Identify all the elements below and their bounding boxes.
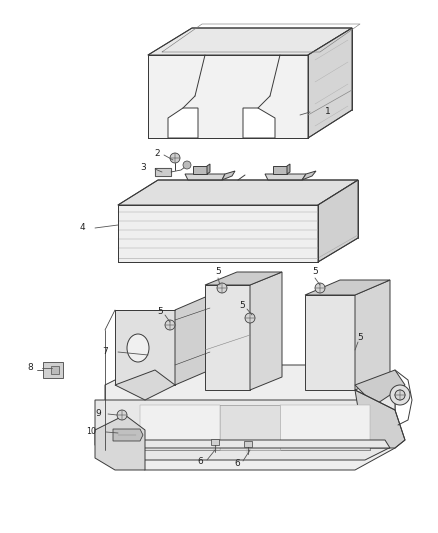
Polygon shape (265, 174, 306, 180)
Text: 3: 3 (140, 164, 146, 173)
Text: 7: 7 (102, 348, 108, 357)
Polygon shape (355, 370, 405, 405)
Polygon shape (250, 272, 282, 390)
Polygon shape (118, 205, 318, 262)
Polygon shape (220, 405, 280, 450)
Polygon shape (244, 441, 252, 447)
Polygon shape (118, 180, 358, 205)
Polygon shape (318, 180, 358, 262)
Circle shape (390, 385, 410, 405)
Polygon shape (205, 285, 250, 390)
Ellipse shape (127, 334, 149, 362)
Polygon shape (355, 390, 405, 448)
Polygon shape (222, 171, 235, 180)
Text: 6: 6 (234, 458, 240, 467)
Polygon shape (115, 310, 175, 385)
Text: 2: 2 (154, 149, 160, 157)
Polygon shape (308, 28, 352, 138)
Polygon shape (95, 385, 395, 460)
Text: 5: 5 (239, 302, 245, 311)
Text: 5: 5 (215, 268, 221, 277)
Polygon shape (43, 362, 63, 378)
Polygon shape (185, 174, 225, 180)
Circle shape (165, 320, 175, 330)
Polygon shape (287, 164, 290, 174)
Polygon shape (355, 280, 390, 390)
Text: 5: 5 (312, 268, 318, 277)
Polygon shape (51, 366, 59, 374)
Text: 9: 9 (95, 409, 101, 418)
Polygon shape (211, 439, 219, 445)
Circle shape (395, 390, 405, 400)
Polygon shape (148, 28, 352, 55)
Polygon shape (140, 405, 370, 450)
Polygon shape (95, 415, 145, 470)
Polygon shape (110, 440, 390, 448)
Polygon shape (115, 370, 175, 400)
Polygon shape (148, 55, 308, 138)
Circle shape (395, 390, 405, 400)
Polygon shape (105, 365, 395, 470)
Text: 1: 1 (325, 108, 331, 117)
Circle shape (170, 153, 180, 163)
Polygon shape (175, 295, 210, 385)
Circle shape (315, 283, 325, 293)
Polygon shape (273, 166, 287, 174)
Circle shape (183, 161, 191, 169)
Circle shape (245, 313, 255, 323)
Polygon shape (207, 164, 210, 174)
Circle shape (217, 283, 227, 293)
Text: 4: 4 (79, 223, 85, 232)
Polygon shape (280, 405, 370, 450)
Polygon shape (113, 429, 143, 441)
Polygon shape (168, 108, 198, 138)
Polygon shape (155, 168, 171, 176)
Text: 6: 6 (197, 457, 203, 466)
Text: 10: 10 (86, 427, 96, 437)
Polygon shape (140, 405, 220, 450)
Polygon shape (302, 171, 316, 180)
Circle shape (117, 410, 127, 420)
Text: 5: 5 (357, 333, 363, 342)
Polygon shape (305, 280, 390, 295)
Polygon shape (243, 108, 275, 138)
Polygon shape (205, 272, 282, 285)
Polygon shape (305, 295, 355, 390)
Text: 5: 5 (157, 308, 163, 317)
Polygon shape (193, 166, 207, 174)
Text: 8: 8 (27, 364, 33, 373)
